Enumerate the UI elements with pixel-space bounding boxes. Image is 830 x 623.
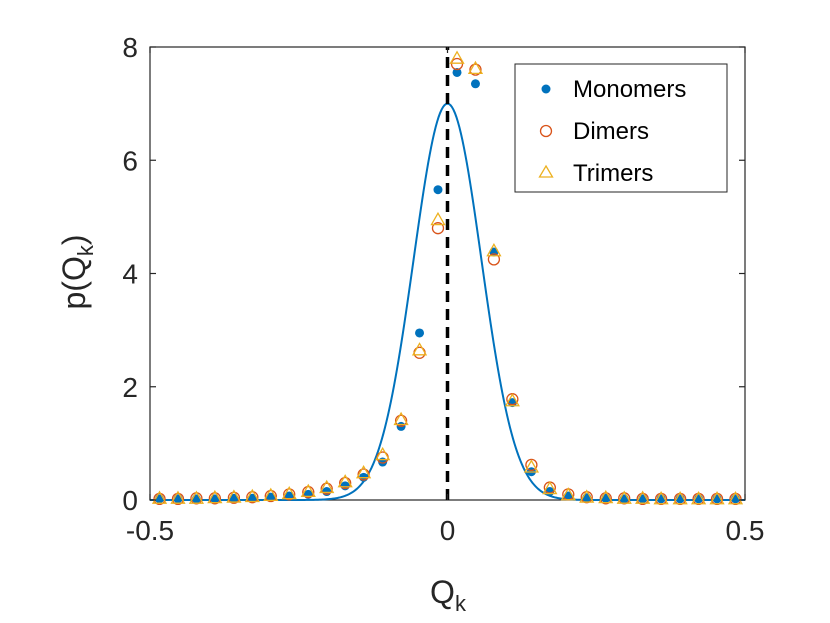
series-dimers: [153, 57, 742, 506]
data-point: [415, 328, 425, 338]
legend-label-dimers: Dimers: [573, 118, 649, 145]
points-layer: [151, 50, 744, 506]
legend: Monomers Dimers Trimers: [514, 63, 728, 193]
data-point: [339, 476, 352, 490]
data-point: [542, 480, 558, 495]
x-axis-label: Qk: [430, 574, 467, 616]
data-point: [207, 489, 223, 504]
data-point: [266, 492, 276, 502]
series-trimers: [151, 50, 744, 505]
data-point: [357, 468, 370, 481]
x-tick-label: 0.5: [726, 515, 765, 546]
data-point: [226, 489, 242, 503]
data-point: [449, 50, 465, 64]
data-point: [579, 489, 595, 503]
data-point: [208, 492, 222, 505]
data-point: [470, 79, 480, 89]
data-point: [709, 491, 725, 505]
data-point: [469, 63, 482, 76]
data-point: [486, 243, 502, 257]
data-point: [431, 222, 445, 235]
data-point: [393, 411, 409, 426]
data-point: [337, 474, 353, 488]
legend-label-monomers: Monomers: [573, 76, 686, 103]
data-point: [153, 492, 166, 506]
y-axis-label: p(Qk): [56, 235, 98, 310]
data-point: [504, 393, 520, 407]
y-tick-label: 4: [122, 259, 138, 290]
x-tick-label: -0.5: [126, 515, 174, 546]
data-point: [560, 487, 576, 501]
data-point: [151, 490, 168, 504]
data-point: [227, 491, 241, 504]
data-point: [319, 479, 335, 494]
x-tick-label: 0: [440, 515, 456, 546]
data-point: [430, 211, 446, 226]
legend-label-trimers: Trimers: [573, 160, 653, 187]
data-point: [467, 60, 484, 75]
y-tick-label: 0: [122, 485, 138, 516]
data-point: [246, 491, 259, 504]
data-point: [690, 491, 707, 505]
data-point: [375, 446, 391, 461]
data-point: [229, 493, 239, 503]
legend-marker-trimers: [538, 164, 554, 178]
y-tick-label: 2: [122, 372, 138, 403]
data-point: [302, 485, 315, 499]
data-point: [210, 494, 220, 504]
data-point: [638, 494, 648, 504]
data-point: [599, 492, 612, 505]
data-point: [452, 67, 462, 77]
data-point: [171, 492, 185, 506]
data-point: [672, 491, 688, 505]
data-point: [523, 459, 540, 473]
data-point: [616, 490, 632, 504]
data-point: [635, 490, 651, 504]
data-point: [264, 489, 277, 503]
data-point: [394, 414, 408, 427]
data-point: [173, 494, 183, 504]
legend-marker-monomers: [541, 84, 551, 94]
legend-item-trimers: Trimers: [538, 160, 653, 187]
data-point: [170, 490, 186, 504]
legend-marker-dimers: [539, 124, 553, 138]
data-point: [727, 491, 744, 505]
data-point: [188, 490, 205, 504]
data-point: [283, 488, 296, 501]
legend-item-dimers: Dimers: [539, 118, 649, 145]
data-point: [281, 485, 297, 500]
data-point: [411, 342, 428, 356]
y-tick-label: 8: [122, 32, 138, 63]
data-point: [636, 492, 649, 506]
data-point: [487, 253, 501, 266]
data-point: [563, 491, 573, 501]
data-point: [300, 483, 316, 498]
data-point: [155, 494, 165, 504]
data-point: [450, 57, 464, 71]
data-point: [598, 489, 614, 504]
data-point: [263, 487, 279, 501]
y-tick-label: 6: [122, 145, 138, 176]
data-point: [247, 493, 257, 503]
data-point: [601, 493, 611, 503]
legend-item-monomers: Monomers: [541, 76, 686, 103]
data-point: [320, 482, 333, 495]
data-point: [244, 488, 260, 503]
data-point: [433, 185, 443, 195]
data-point: [653, 491, 669, 505]
data-point: [355, 465, 372, 479]
